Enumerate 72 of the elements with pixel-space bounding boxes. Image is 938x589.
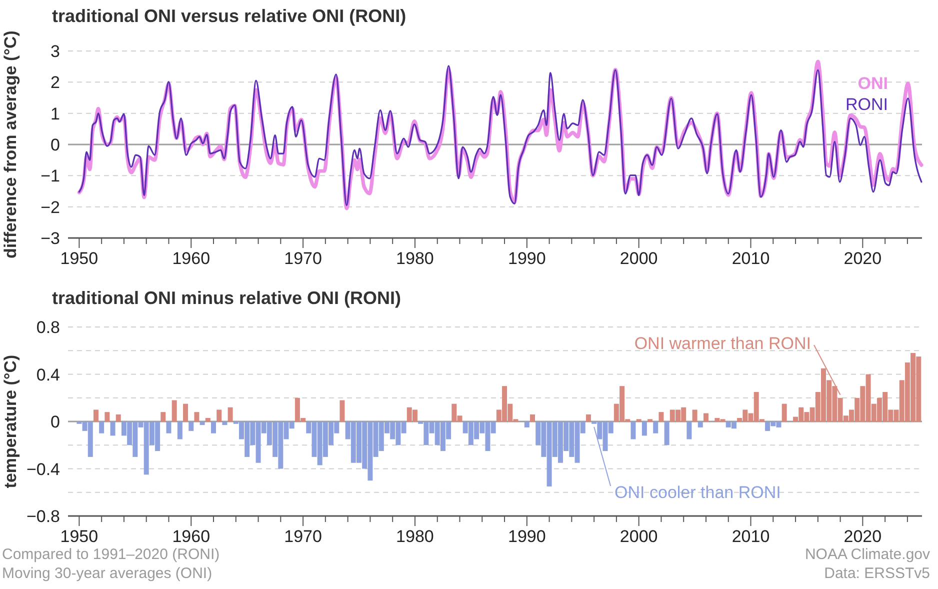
text: Data: ERSSTv5 [824, 565, 930, 582]
bar [183, 404, 188, 422]
text: Compared to 1991–2020 (RONI) [2, 546, 220, 563]
x-tick-label: 1970 [284, 249, 322, 268]
series-label: ONI warmer than RONI [634, 334, 811, 353]
bar [692, 410, 698, 422]
bar [698, 422, 703, 428]
y-tick-label: −1 [40, 166, 60, 186]
y-tick-label: 1 [50, 104, 60, 124]
bar [104, 412, 110, 422]
bar [782, 404, 787, 422]
bar [653, 422, 658, 434]
bar [586, 414, 591, 422]
bar [166, 422, 172, 434]
x-tick-label: 2020 [844, 527, 882, 546]
text: Moving 30-year averages (ONI) [2, 565, 212, 582]
y-axis-title: temperature (°C) [1, 354, 20, 488]
bar [93, 410, 98, 422]
bar [205, 418, 210, 422]
x-tick-label: 2010 [732, 249, 770, 268]
y-tick-label: 2 [50, 73, 60, 92]
y-tick-label: 0 [50, 412, 60, 432]
x-tick-label: 1990 [508, 249, 546, 268]
bar [188, 422, 194, 431]
x-tick-label: 1960 [172, 527, 210, 546]
y-tick-label: −0.8 [26, 507, 60, 526]
bar [216, 410, 222, 422]
x-tick-label: 1960 [172, 249, 210, 268]
series-label: ONI cooler than RONI [614, 483, 781, 502]
bar [160, 412, 166, 422]
bar [658, 412, 664, 422]
bar [530, 414, 535, 422]
series-label: RONI [846, 95, 888, 114]
x-tick-label: 1980 [396, 249, 434, 268]
y-tick-label: −3 [40, 229, 60, 248]
bar [664, 422, 670, 446]
y-tick-label: −2 [40, 198, 60, 217]
y-tick-label: 0.8 [36, 318, 60, 337]
bar [172, 400, 177, 422]
text: NOAA Climate.gov [804, 546, 930, 563]
x-tick-label: 2010 [732, 527, 770, 546]
y-axis-title: difference from average (°C) [1, 30, 20, 258]
series-label: ONI [858, 74, 888, 93]
y-tick-label: 3 [50, 42, 60, 61]
bar [211, 422, 216, 434]
bar [222, 422, 228, 426]
bar [110, 422, 116, 436]
bar [177, 422, 182, 440]
y-tick-label: 0.4 [36, 365, 60, 384]
bar [99, 422, 104, 434]
chart-title: traditional ONI minus relative ONI (RONI) [52, 288, 402, 308]
x-tick-label: 2020 [844, 249, 882, 268]
x-tick-label: 2000 [620, 527, 658, 546]
bar [642, 422, 647, 436]
bar [630, 422, 636, 440]
bar [524, 422, 530, 428]
y-tick-label: 0 [50, 136, 60, 154]
x-tick-label: 1990 [508, 527, 546, 546]
x-tick-label: 1950 [60, 527, 98, 546]
bar [200, 422, 205, 426]
x-tick-label: 1980 [396, 527, 434, 546]
y-tick-label: −0.4 [26, 460, 60, 479]
bar [194, 412, 200, 422]
bar [228, 407, 233, 422]
x-tick-label: 2000 [620, 249, 658, 268]
bar [686, 422, 692, 440]
x-tick-label: 1970 [284, 527, 322, 546]
bar [116, 414, 121, 422]
bar [703, 413, 708, 422]
x-tick-label: 1950 [60, 249, 98, 268]
chart-title: traditional ONI versus relative ONI (RONI) [52, 6, 406, 26]
bar [340, 400, 345, 422]
